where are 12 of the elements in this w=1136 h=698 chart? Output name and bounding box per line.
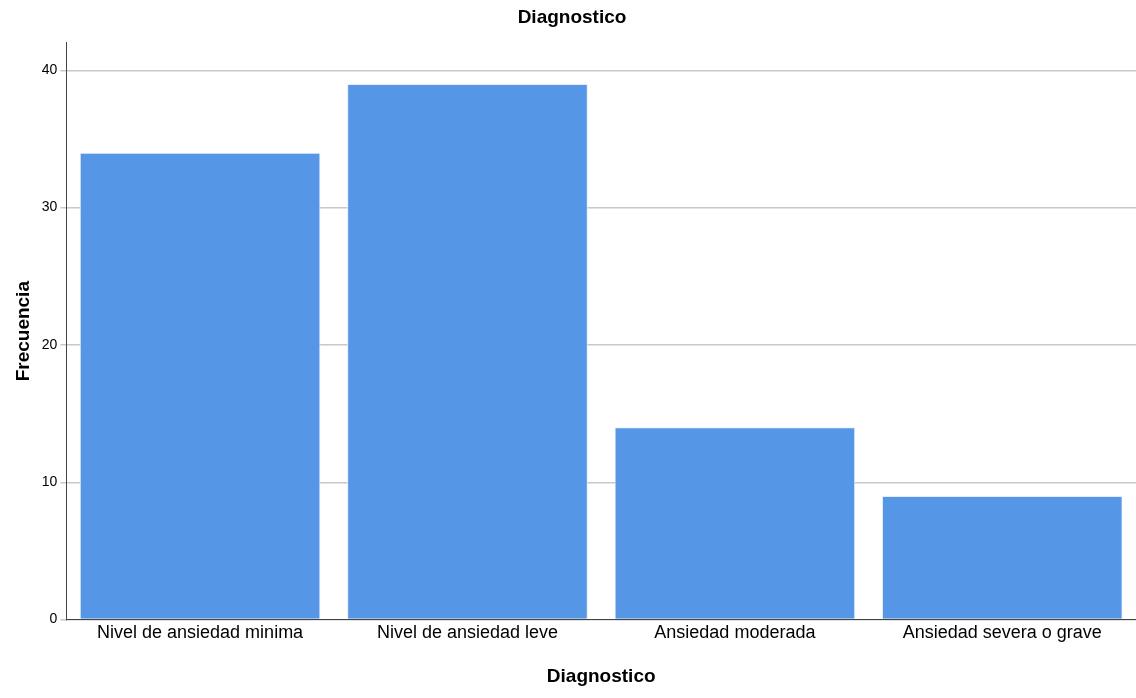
- x-axis-title: Diagnostico: [546, 664, 656, 686]
- y-tick-label: 30: [41, 198, 58, 215]
- y-tick-label: 0: [49, 610, 58, 627]
- y-tick-label: 10: [41, 473, 58, 490]
- chart-title: Diagnostico: [517, 5, 627, 27]
- y-tick-label: 40: [41, 61, 58, 78]
- y-axis-title: Frecuencia: [11, 280, 33, 382]
- x-tick-label: Ansiedad severa o grave: [902, 622, 1102, 643]
- x-tick-label: Ansiedad moderada: [654, 622, 817, 643]
- x-tick-label: Nivel de ansiedad leve: [376, 622, 559, 643]
- y-tick-label: 20: [41, 335, 58, 352]
- x-tick-label: Nivel de ansiedad minima: [97, 622, 305, 643]
